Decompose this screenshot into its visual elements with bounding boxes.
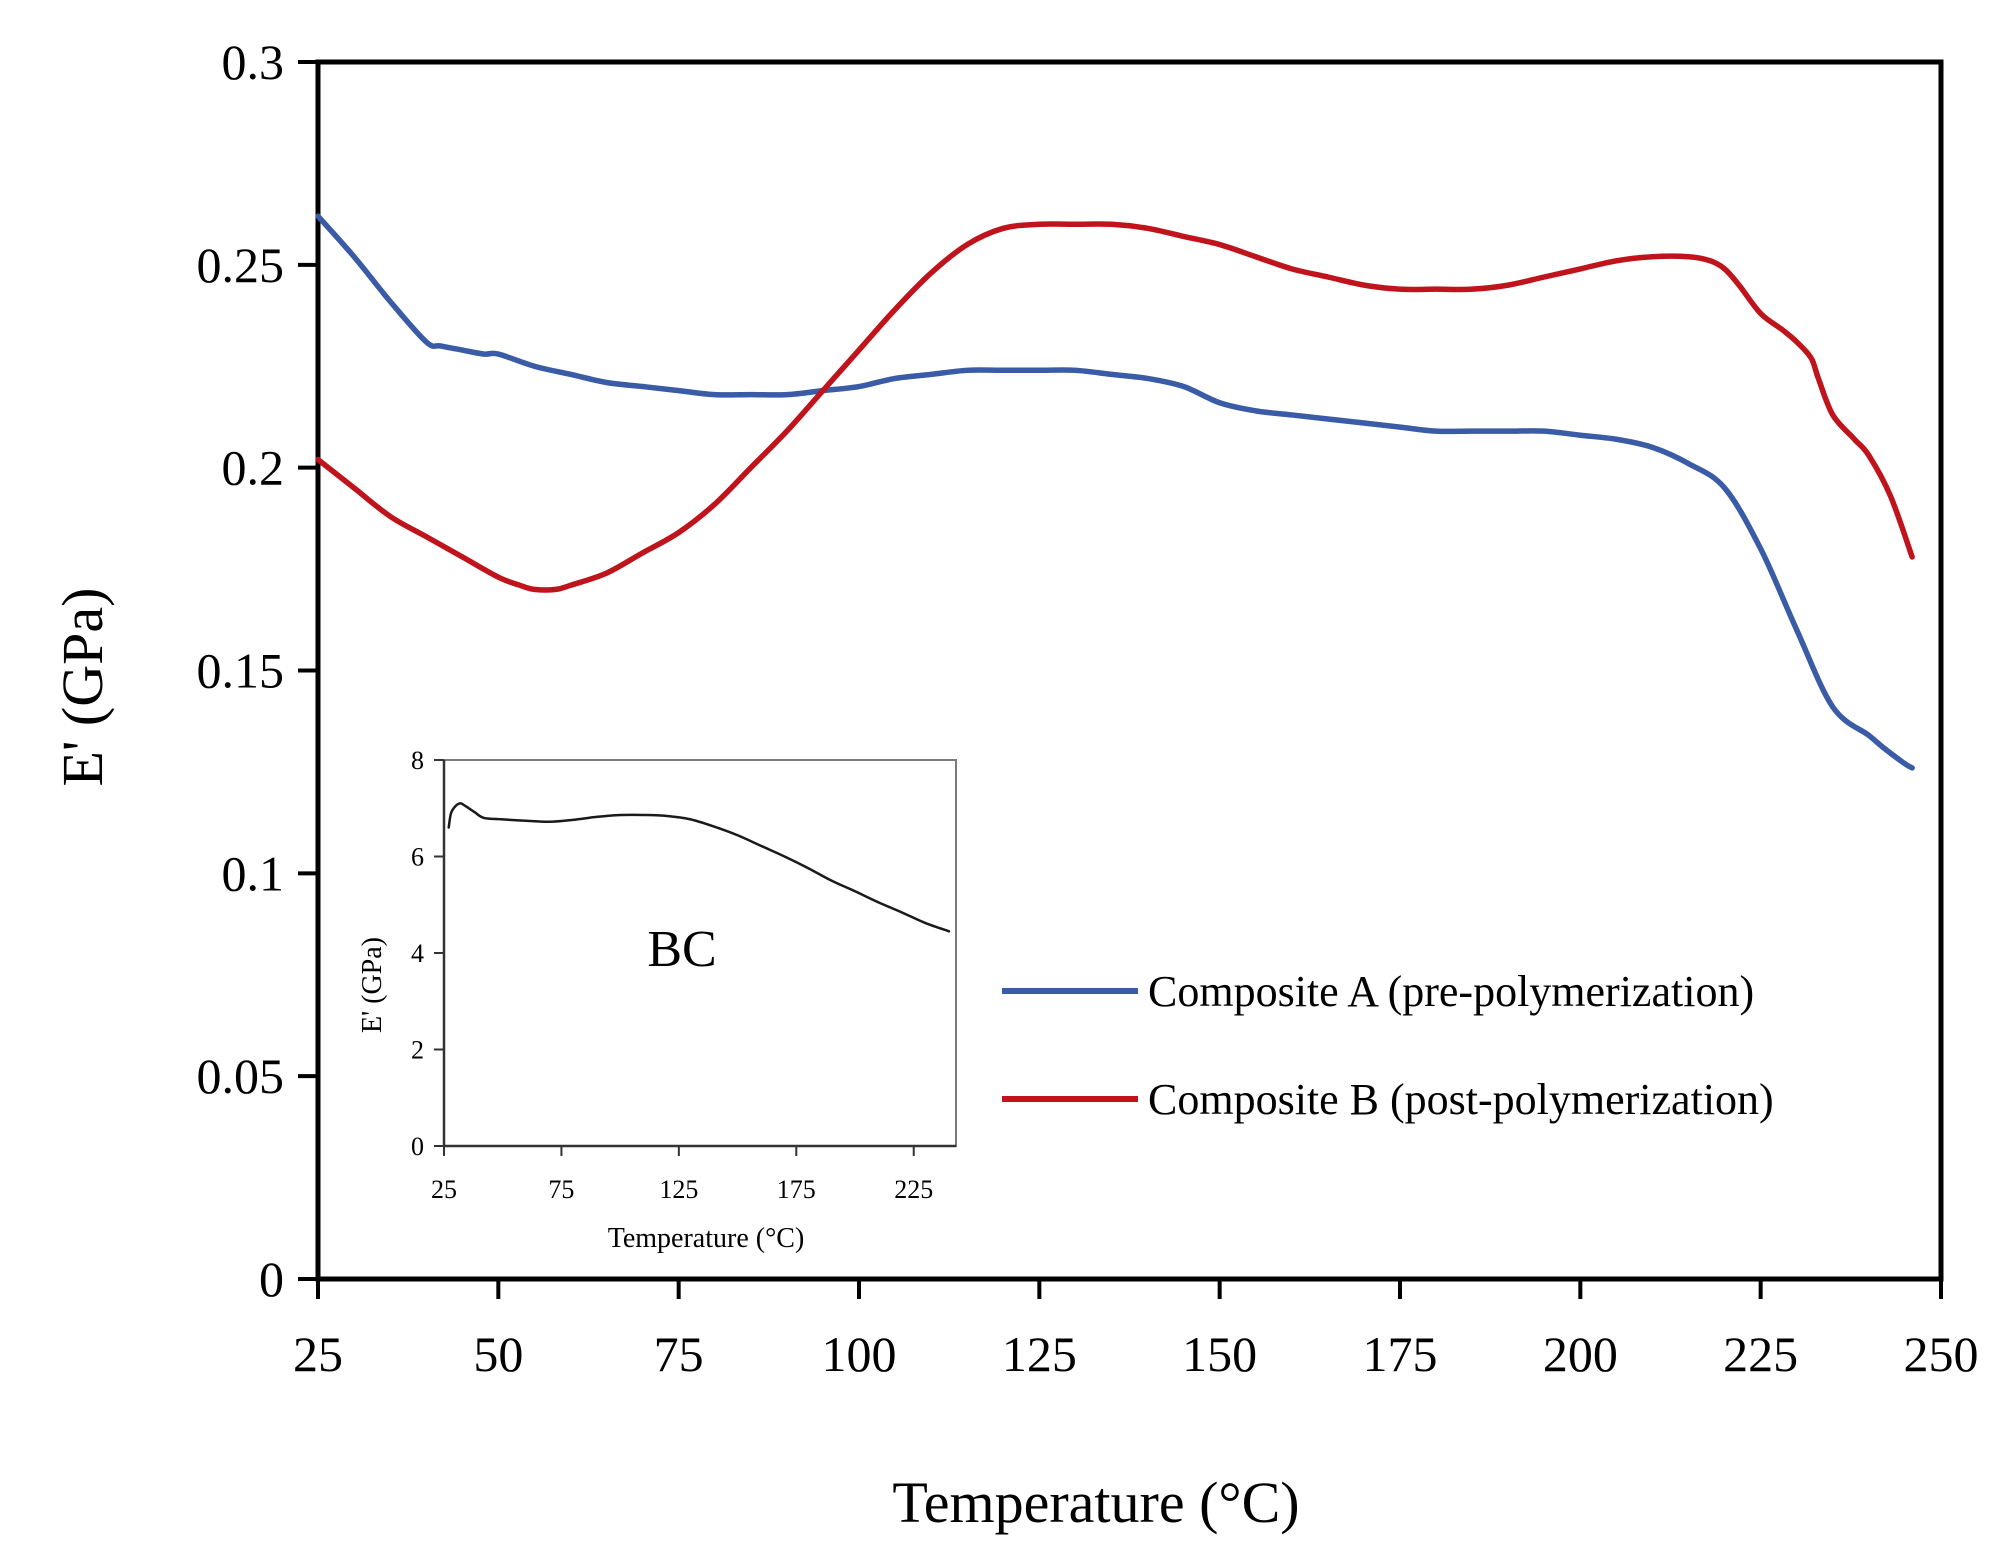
legend-label-composite-a: Composite A (pre-polymerization) <box>1148 967 1754 1016</box>
legend: Composite A (pre-polymerization) Composi… <box>1002 967 1774 1124</box>
inset-y-tick-label: 8 <box>411 746 424 775</box>
inset-y-tick-label: 2 <box>411 1036 424 1065</box>
main-x-tick-label: 225 <box>1723 1326 1798 1382</box>
main-x-tick-label: 250 <box>1904 1326 1979 1382</box>
main-x-tick-label: 125 <box>1002 1326 1077 1382</box>
inset-x-tick-label: 75 <box>548 1175 574 1204</box>
main-x-tick-label: 100 <box>822 1326 897 1382</box>
inset-annotation-label: BC <box>647 921 716 978</box>
main-x-tick-label: 50 <box>473 1326 523 1382</box>
main-x-axis: 25 50 75 100 125 150 175 200 225 250 <box>293 1279 1979 1382</box>
main-y-tick-label: 0.3 <box>222 34 285 90</box>
inset-x-tick-label: 175 <box>777 1175 816 1204</box>
inset-y-axis: 0 2 4 6 8 <box>411 746 444 1161</box>
main-y-tick-label: 0.25 <box>197 237 285 293</box>
main-y-tick-label: 0.2 <box>222 440 285 496</box>
main-y-axis: 0 0.05 0.1 0.15 0.2 0.25 0.3 <box>197 34 318 1307</box>
main-x-tick-label: 175 <box>1363 1326 1438 1382</box>
series-line-bc <box>447 802 951 933</box>
main-y-tick-label: 0 <box>259 1251 284 1307</box>
inset-y-tick-label: 0 <box>411 1132 424 1161</box>
main-x-axis-title: Temperature (°C) <box>892 1470 1299 1535</box>
inset-y-tick-label: 4 <box>411 939 424 968</box>
main-series-lines <box>315 213 1915 771</box>
main-y-tick-label: 0.05 <box>197 1048 285 1104</box>
inset-x-axis: 25 75 125 175 225 <box>431 1146 933 1204</box>
series-line-composite-a-pre-polymerization <box>315 213 1915 771</box>
inset-series-lines <box>447 802 951 933</box>
inset-chart: 0 2 4 6 8 25 75 125 175 225 Temperature (°C) E' … <box>357 746 957 1254</box>
main-x-tick-label: 200 <box>1543 1326 1618 1382</box>
main-y-axis-title: E' (GPa) <box>50 588 115 787</box>
main-chart: 0 0.05 0.1 0.15 0.2 0.25 0.3 25 50 75 100 125 150 17… <box>50 34 1979 1535</box>
inset-x-tick-label: 225 <box>894 1175 933 1204</box>
series-line-composite-b-post-polymerization <box>315 221 1915 593</box>
inset-x-tick-label: 125 <box>659 1175 698 1204</box>
main-y-tick-label: 0.15 <box>197 643 285 699</box>
inset-y-axis-title: E' (GPa) <box>357 937 388 1033</box>
legend-label-composite-b: Composite B (post-polymerization) <box>1148 1075 1774 1124</box>
inset-y-tick-label: 6 <box>411 843 424 872</box>
main-x-tick-label: 150 <box>1182 1326 1257 1382</box>
inset-background <box>444 760 956 1146</box>
main-x-tick-label: 75 <box>654 1326 704 1382</box>
main-y-tick-label: 0.1 <box>222 845 285 901</box>
main-x-tick-label: 25 <box>293 1326 343 1382</box>
inset-x-tick-label: 25 <box>431 1175 457 1204</box>
inset-x-axis-title: Temperature (°C) <box>608 1223 805 1254</box>
